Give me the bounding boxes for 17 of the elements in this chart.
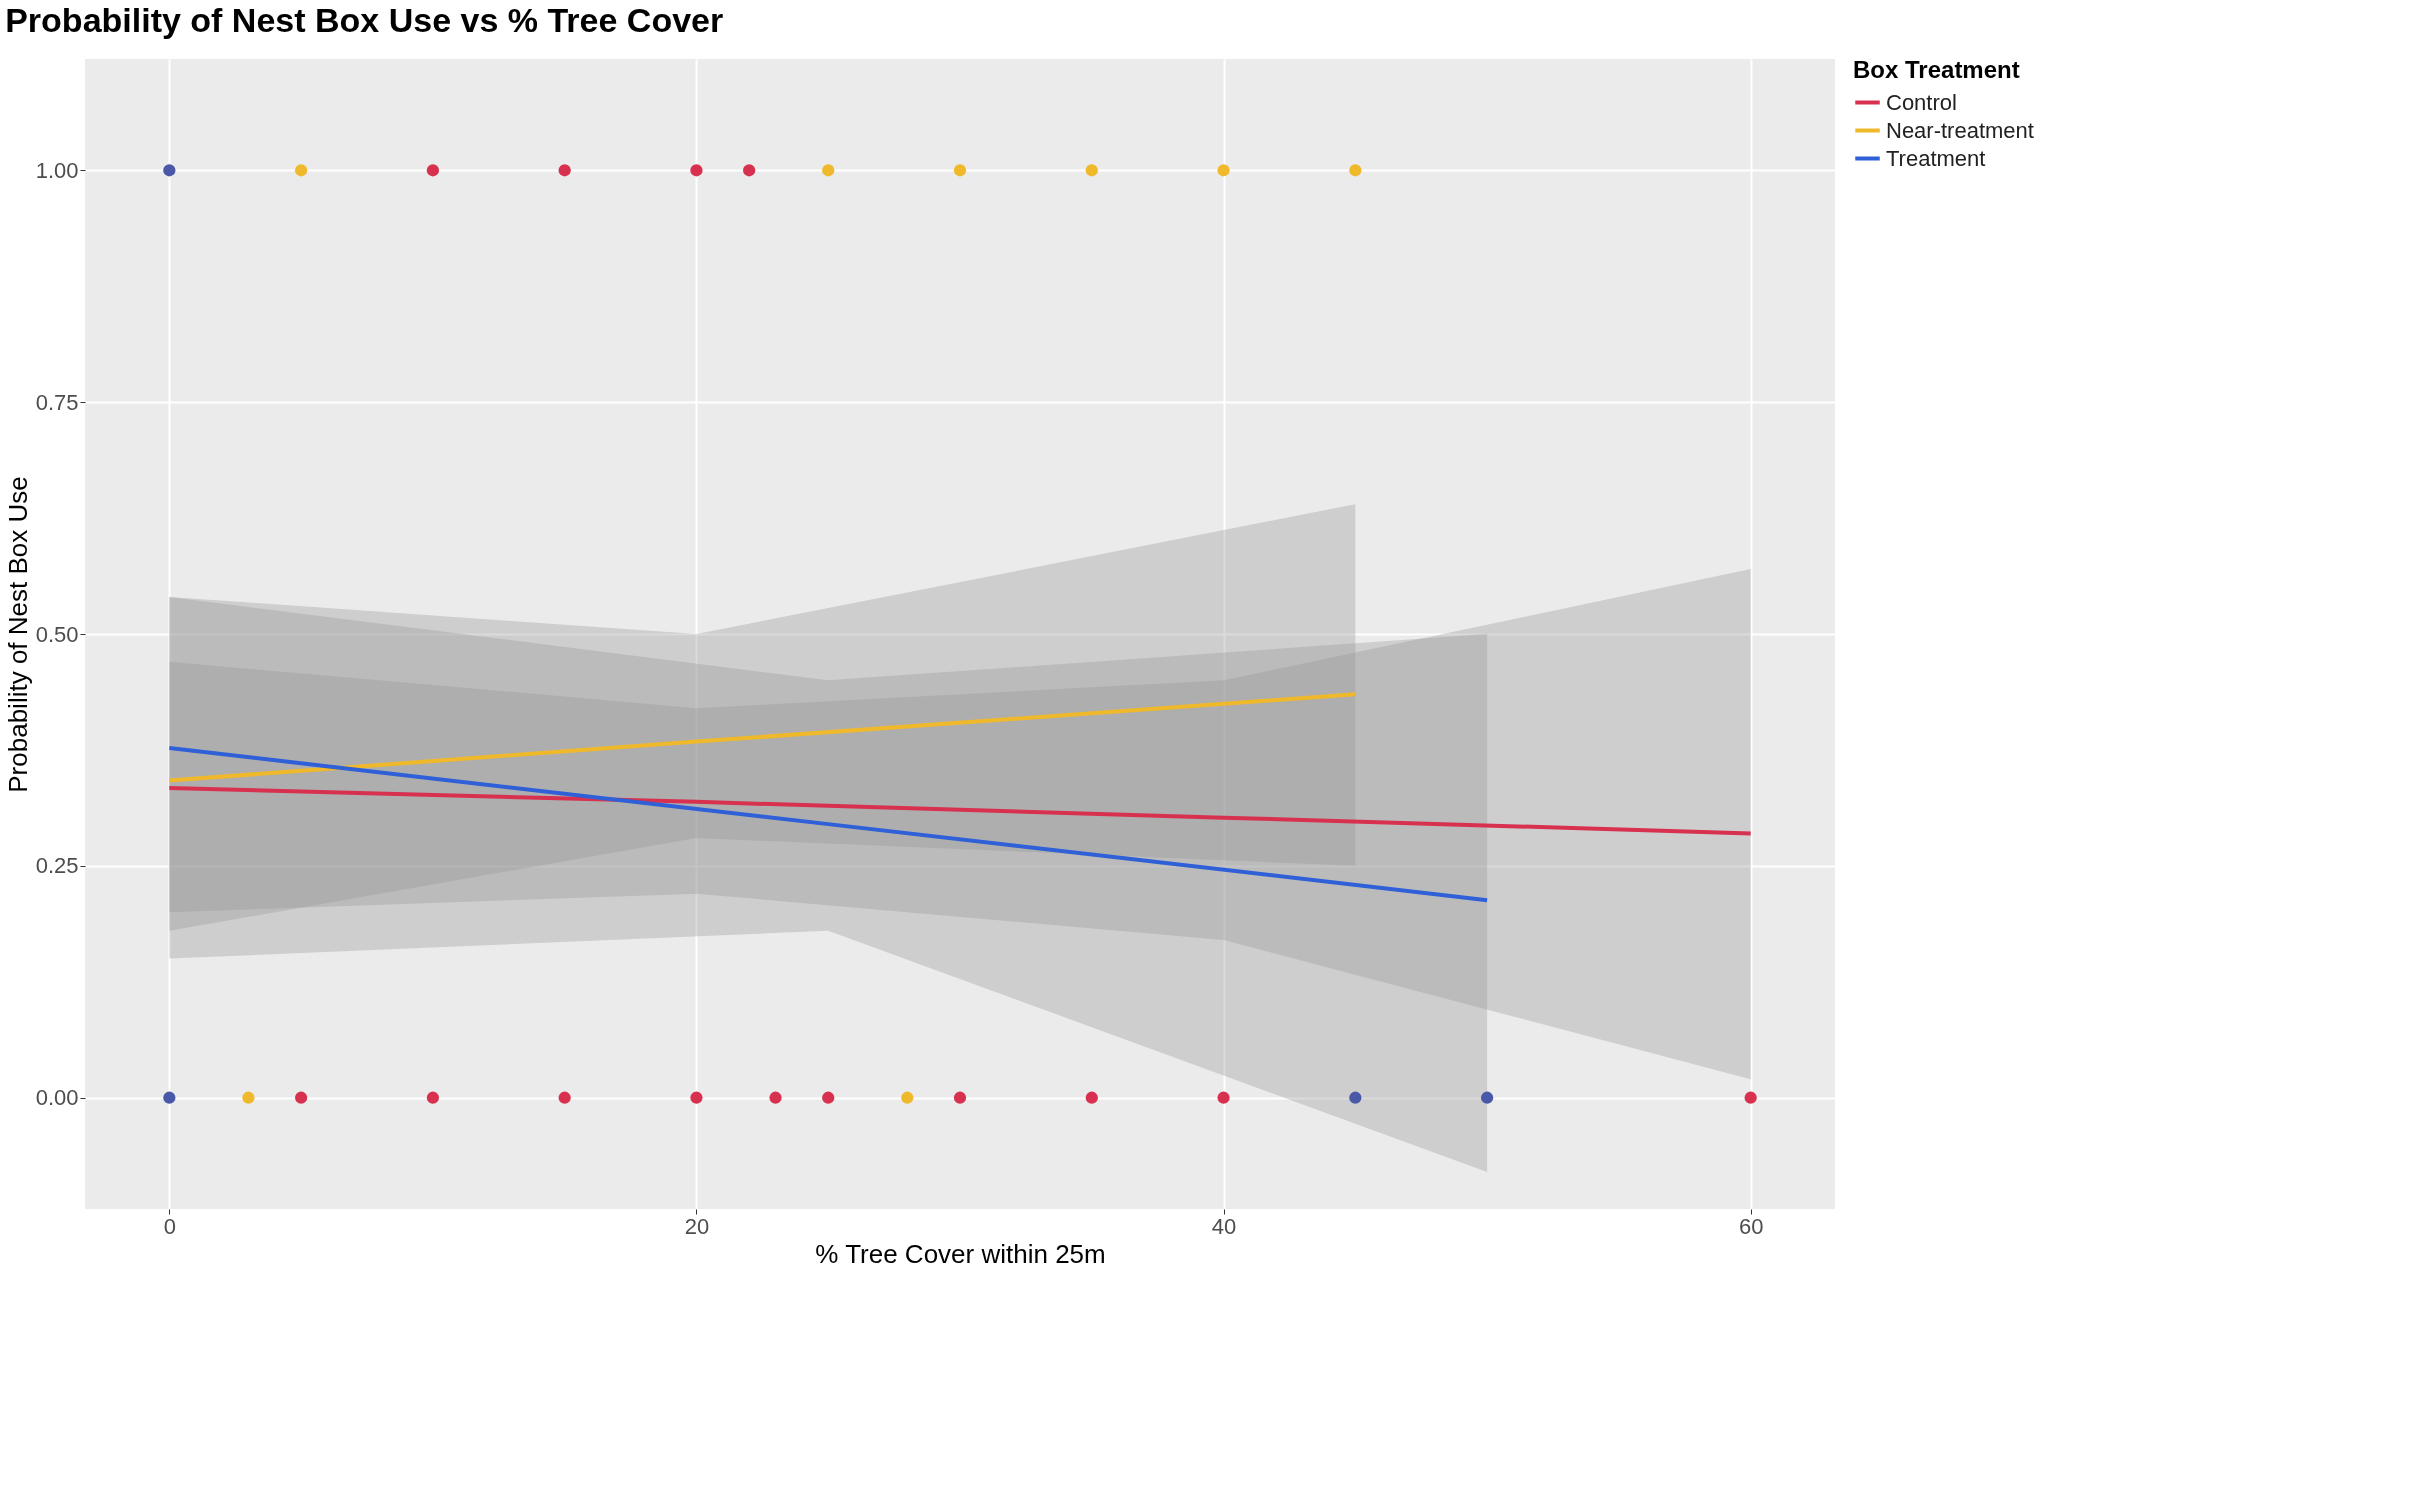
legend-label: Treatment <box>1886 145 1986 171</box>
y-tick-label: 0.00 <box>35 1085 79 1111</box>
legend-label: Control <box>1886 89 1957 115</box>
legend-label: Near-treatment <box>1886 117 2034 143</box>
x-tick-label: 40 <box>1211 1213 1237 1239</box>
x-tick-label: 20 <box>684 1213 710 1239</box>
x-tick-label: 0 <box>163 1213 176 1239</box>
y-tick-label: 0.50 <box>35 621 79 647</box>
x-tick-label: 60 <box>1738 1213 1764 1239</box>
y-tick-label: 0.75 <box>35 389 79 415</box>
y-tick-label: 0.25 <box>35 853 79 879</box>
line-series <box>167 785 1753 836</box>
y-axis-title: Probability of Nest Box Use <box>2 476 33 793</box>
chart-title: Probability of Nest Box Use vs % Tree Cover <box>5 1 724 39</box>
x-axis-title: % Tree Cover within 25m <box>815 1238 1106 1269</box>
legend-title: Box Treatment <box>1853 56 2020 83</box>
y-tick-label: 1.00 <box>35 157 79 183</box>
